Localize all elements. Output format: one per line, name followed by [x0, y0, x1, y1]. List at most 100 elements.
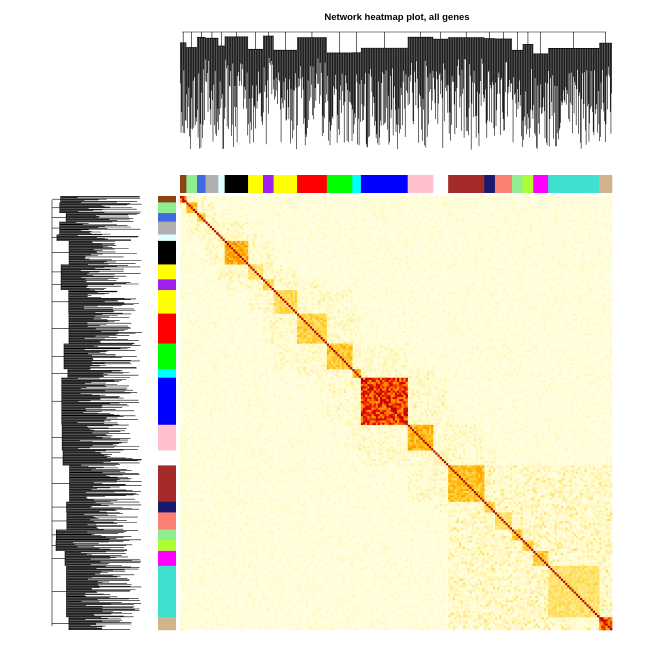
heatmap-cell [380, 198, 383, 201]
heatmap-cell [271, 277, 274, 280]
heatmap-cell [350, 317, 353, 321]
heatmap-cell [324, 322, 328, 325]
heatmap-cell [454, 315, 457, 319]
heatmap-cell [497, 268, 500, 272]
heatmap-cell [390, 292, 394, 295]
heatmap-cell [560, 317, 564, 321]
heatmap-cell [205, 253, 208, 257]
heatmap-cell [560, 272, 564, 276]
heatmap-cell [331, 302, 334, 306]
heatmap-cell [482, 240, 485, 244]
heatmap-cell [239, 225, 243, 229]
heatmap-cell [307, 268, 311, 272]
heatmap-cell [354, 219, 357, 222]
heatmap-cell [522, 281, 526, 284]
heatmap-cell [252, 281, 255, 284]
heatmap-cell [522, 236, 526, 240]
heatmap-cell [388, 223, 391, 227]
heatmap-cell [454, 311, 457, 314]
heatmap-cell [209, 230, 213, 233]
heatmap-cell [243, 300, 247, 304]
heatmap-cell [388, 270, 391, 274]
heatmap-cell [199, 232, 202, 235]
heatmap-cell [386, 287, 389, 291]
heatmap-cell [218, 272, 221, 276]
heatmap-cell [248, 264, 251, 267]
heatmap-cell [297, 251, 300, 255]
heatmap-cell [220, 230, 223, 233]
heatmap-cell [431, 217, 434, 220]
heatmap-cell [477, 198, 481, 201]
heatmap-cell [216, 283, 219, 287]
heatmap-cell [543, 292, 547, 295]
heatmap-cell [367, 266, 370, 269]
heatmap-cell [288, 311, 291, 314]
heatmap-cell [524, 221, 528, 225]
heatmap-cell [516, 275, 519, 278]
heatmap-cell [505, 217, 509, 220]
heatmap-cell [284, 196, 287, 199]
heatmap-cell [601, 307, 604, 310]
heatmap-cell [403, 283, 406, 287]
heatmap-cell [309, 302, 313, 306]
heatmap-cell [243, 251, 247, 255]
heatmap-cell [284, 294, 287, 297]
top-module-color-segment [352, 175, 362, 193]
heatmap-cell [601, 294, 604, 297]
heatmap-cell [609, 217, 613, 220]
heatmap-cell [503, 225, 506, 229]
heatmap-cell [269, 202, 272, 205]
heatmap-cell [473, 264, 477, 267]
heatmap-cell [228, 223, 232, 227]
heatmap-cell [582, 266, 585, 269]
heatmap-cell [324, 200, 328, 203]
heatmap-cell [254, 245, 257, 248]
heatmap-cell [209, 275, 213, 278]
heatmap-cell [235, 236, 238, 240]
heatmap-cell [239, 200, 243, 203]
heatmap-cell [394, 204, 398, 207]
heatmap-cell [563, 219, 566, 222]
heatmap-cell [277, 296, 281, 299]
heatmap-cell [584, 302, 587, 306]
heatmap-cell [403, 311, 406, 314]
heatmap-cell [558, 309, 562, 312]
heatmap-cell [228, 234, 232, 237]
heatmap-cell [186, 210, 189, 214]
heatmap-cell [226, 255, 230, 259]
heatmap-cell [184, 202, 187, 205]
heatmap-cell [339, 320, 343, 323]
heatmap-cell [241, 238, 245, 242]
heatmap-cell [280, 305, 283, 308]
heatmap-cell [392, 292, 396, 295]
heatmap-cell [377, 213, 381, 216]
heatmap-cell [239, 320, 243, 323]
heatmap-cell [546, 317, 549, 321]
heatmap-cell [201, 320, 204, 323]
heatmap-cell [586, 290, 589, 293]
heatmap-cell [563, 249, 566, 252]
heatmap-cell [439, 238, 443, 242]
heatmap-cell [416, 279, 419, 282]
heatmap-cell [388, 221, 391, 225]
heatmap-cell [252, 307, 255, 310]
heatmap-cell [446, 223, 449, 227]
heatmap-cell [216, 255, 219, 259]
heatmap-cell [256, 287, 260, 291]
heatmap-cell [437, 238, 440, 242]
heatmap-cell [599, 317, 602, 321]
heatmap-cell [199, 225, 202, 229]
heatmap-cell [441, 315, 445, 319]
heatmap-cell [207, 253, 211, 257]
heatmap-cell [226, 208, 230, 212]
heatmap-cell [307, 311, 311, 314]
heatmap-cell [384, 264, 387, 267]
heatmap-cell [233, 315, 236, 319]
heatmap-cell [475, 279, 479, 282]
heatmap-cell [292, 275, 296, 278]
heatmap-cell [531, 215, 534, 218]
heatmap-cell [537, 253, 540, 257]
heatmap-cell [388, 275, 391, 278]
heatmap-cell [382, 258, 385, 261]
heatmap-cell [341, 198, 345, 201]
